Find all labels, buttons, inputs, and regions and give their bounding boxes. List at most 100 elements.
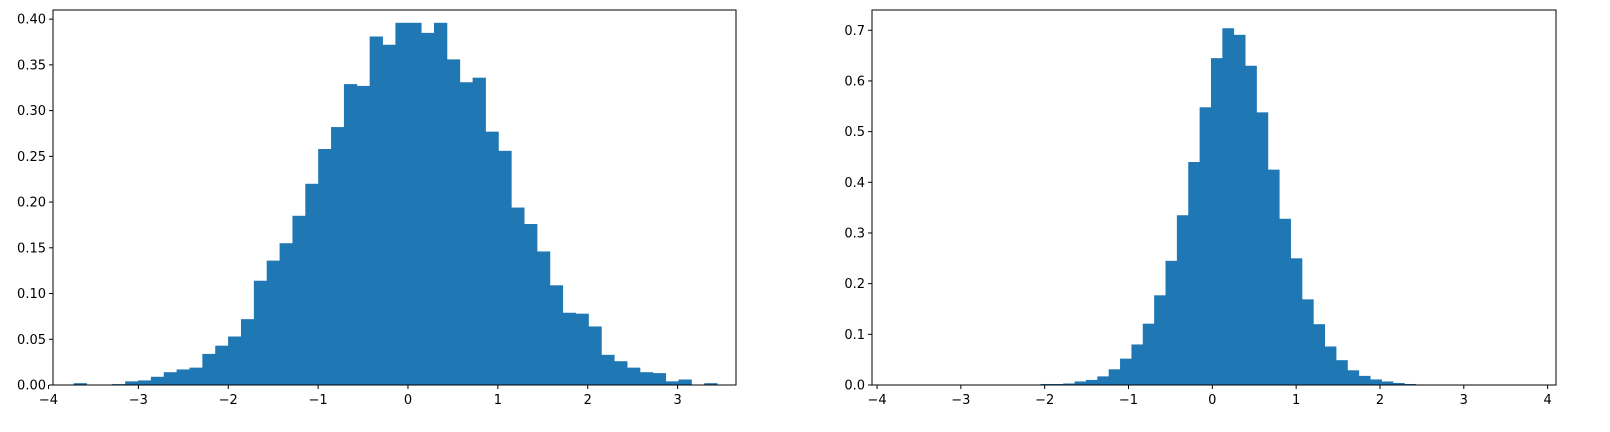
y-tick-label: 0.00	[17, 379, 46, 394]
histogram-bar	[1085, 379, 1098, 385]
histogram-bar	[1176, 215, 1189, 385]
axes-frame	[52, 9, 737, 386]
x-tick-label: 2	[584, 393, 592, 408]
histogram-bar	[73, 383, 87, 385]
histogram-bar	[215, 345, 229, 385]
x-tick-label: 3	[673, 393, 681, 408]
y-tick-label: 0.40	[17, 13, 46, 28]
histogram-bar	[639, 372, 654, 385]
histogram-bar	[1097, 376, 1110, 385]
histogram-bar	[678, 379, 692, 385]
histogram-bar	[485, 131, 499, 385]
x-tick-label: 0	[404, 393, 412, 408]
histogram-bar	[1358, 375, 1371, 385]
histogram-bar	[1199, 107, 1212, 386]
histogram-bar	[1063, 383, 1075, 385]
histogram-bar	[1131, 344, 1144, 385]
histogram-bar	[549, 285, 564, 385]
x-tick-label: 2	[1376, 393, 1384, 408]
histogram-bar	[1324, 346, 1337, 385]
axes-frame	[871, 9, 1557, 386]
histogram-bar	[1040, 383, 1053, 385]
x-tick-label: −3	[129, 393, 148, 408]
histogram-bar	[472, 77, 486, 386]
histogram-bar	[279, 243, 293, 385]
histogram-bar	[575, 313, 589, 385]
histogram-bar	[369, 36, 383, 386]
histogram-bar	[305, 183, 319, 385]
histogram-bar	[1142, 323, 1155, 385]
histogram-bar	[253, 280, 268, 385]
histogram-bar	[434, 22, 448, 386]
histogram-bar	[1370, 379, 1382, 385]
histogram-bar	[588, 326, 602, 385]
histogram-bar	[356, 85, 371, 385]
histogram-bar	[408, 22, 422, 386]
histogram-right: −4 −3 −2 −1 0 1 2 3 4 0.0 0.1 0.2 0.3 0.4 0.5 0.6 0.7	[844, 9, 1557, 408]
y-tick-label: 0.20	[17, 196, 46, 211]
histogram-bar	[1256, 112, 1269, 386]
histogram-bar	[1392, 382, 1405, 385]
histogram-bar	[240, 319, 255, 385]
histogram-left: −4 −3 −2 −1 0 1 2 3 0.00 0.05 0.10 0.15 0.20 0.25 0.30…	[17, 9, 737, 408]
histogram-bar	[652, 373, 667, 385]
histogram-bar	[1233, 34, 1246, 385]
histogram-bar	[446, 59, 461, 385]
histogram-bar	[498, 150, 512, 385]
y-tick-label: 0.10	[17, 287, 46, 302]
histogram-bar	[1165, 260, 1178, 385]
histogram-bar	[562, 312, 576, 385]
histogram-bar	[1267, 169, 1280, 385]
histogram-bar	[421, 32, 435, 386]
histogram-bar	[266, 260, 280, 385]
histogram-bar	[1188, 162, 1201, 385]
histogram-bar	[1381, 381, 1394, 385]
histogram-bar	[189, 367, 203, 385]
histogram-bar	[1313, 324, 1326, 385]
histogram-bar	[524, 224, 538, 385]
x-tick-label: 1	[1292, 393, 1300, 408]
y-tick-label: 0.25	[17, 150, 46, 165]
y-tick-label: 0.0	[844, 379, 865, 394]
histogram-bar	[125, 381, 139, 385]
histogram-bar	[704, 383, 718, 385]
x-tick-label: −4	[867, 393, 886, 408]
y-tick-label: 0.30	[17, 104, 46, 119]
histogram-bar	[318, 149, 332, 385]
y-tick-label: 0.35	[17, 58, 46, 73]
histogram-bar	[1404, 383, 1416, 385]
histogram-bar	[665, 381, 679, 385]
histogram-bar	[627, 367, 641, 385]
y-tick-label: 0.6	[844, 74, 865, 89]
y-tick-label: 0.5	[844, 125, 865, 140]
histogram-bar	[292, 215, 306, 385]
histogram-bar	[1108, 369, 1121, 385]
histogram-bar	[1245, 65, 1257, 386]
x-tick-label: 3	[1460, 393, 1468, 408]
histogram-bar	[601, 354, 615, 385]
histogram-bar	[1336, 360, 1348, 385]
histogram-bar	[343, 84, 358, 385]
x-tick-label: 0	[1208, 393, 1216, 408]
y-tick-label: 0.2	[844, 277, 865, 292]
histogram-bar	[511, 207, 525, 385]
histogram-bar	[459, 82, 474, 385]
histogram-bar	[1301, 299, 1314, 385]
y-tick-label: 0.05	[17, 333, 46, 348]
histogram-bar	[536, 251, 551, 385]
histogram-bar	[1210, 58, 1223, 385]
x-tick-label: −3	[951, 393, 970, 408]
y-tick-label: 0.4	[844, 176, 865, 191]
y-tick-label: 0.7	[844, 24, 865, 39]
histogram-bar	[150, 376, 165, 385]
histogram-bar	[1222, 28, 1235, 386]
y-tick-label: 0.15	[17, 241, 46, 256]
histogram-bar	[138, 380, 152, 385]
histogram-bar	[1347, 370, 1360, 385]
x-tick-label: 1	[494, 393, 502, 408]
histogram-bar	[382, 44, 396, 385]
histogram-bar	[1074, 381, 1087, 385]
histogram-bar	[614, 361, 628, 385]
